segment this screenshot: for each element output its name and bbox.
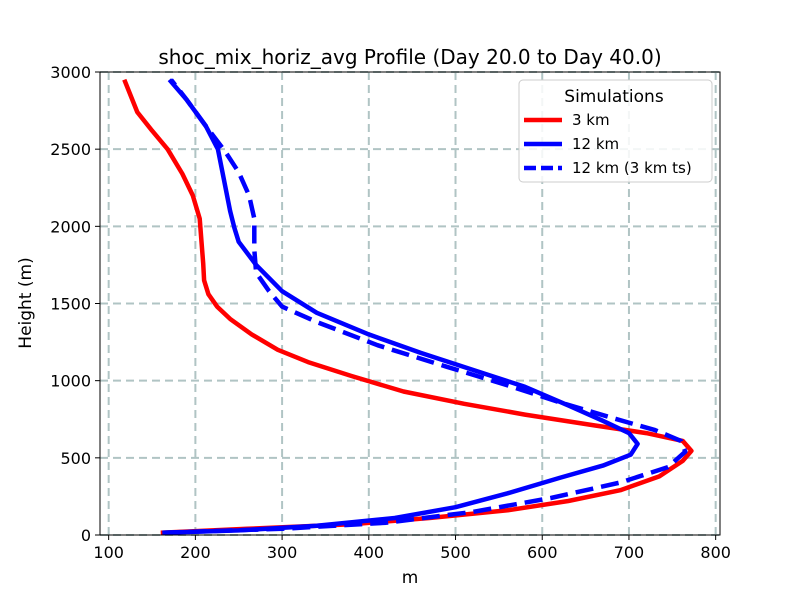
y-tick-label: 1500 xyxy=(50,295,91,314)
series-line-2 xyxy=(162,78,640,535)
y-tick-label: 3000 xyxy=(50,63,91,82)
y-tick-label: 2000 xyxy=(50,217,91,236)
series-line-1 xyxy=(122,78,694,535)
x-tick-label: 800 xyxy=(700,543,731,562)
legend-title: Simulations xyxy=(564,87,664,107)
x-axis: 100 200 300 400 500 600 700 800 xyxy=(93,535,731,562)
y-tick-label: 0 xyxy=(81,526,91,545)
x-tick-label: 100 xyxy=(93,543,124,562)
y-tick-label: 1000 xyxy=(50,372,91,391)
x-tick-label: 700 xyxy=(614,543,645,562)
x-axis-label: m xyxy=(402,568,419,588)
x-tick-label: 600 xyxy=(527,543,558,562)
y-tick-label: 2500 xyxy=(50,140,91,159)
legend-entries: 3 km 12 km 12 km (3 km ts) xyxy=(524,111,692,177)
y-axis-label: Height (m) xyxy=(16,257,36,348)
legend-label-3: 12 km (3 km ts) xyxy=(572,159,692,177)
legend: Simulations 3 km 12 km 12 km (3 km ts) xyxy=(518,79,713,183)
series-line-3 xyxy=(162,78,688,535)
x-tick-label: 500 xyxy=(440,543,471,562)
x-tick-label: 200 xyxy=(180,543,211,562)
series-group xyxy=(122,78,694,535)
x-tick-label: 300 xyxy=(267,543,298,562)
chart-title: shoc_mix_horiz_avg Profile (Day 20.0 to … xyxy=(158,45,661,69)
x-tick-label: 400 xyxy=(354,543,385,562)
y-axis: 0 500 1000 1500 2000 2500 3000 xyxy=(50,63,100,545)
y-tick-label: 500 xyxy=(60,449,91,468)
legend-label-2: 12 km xyxy=(572,135,619,153)
legend-label-1: 3 km xyxy=(572,111,610,129)
legend-box xyxy=(518,79,713,183)
